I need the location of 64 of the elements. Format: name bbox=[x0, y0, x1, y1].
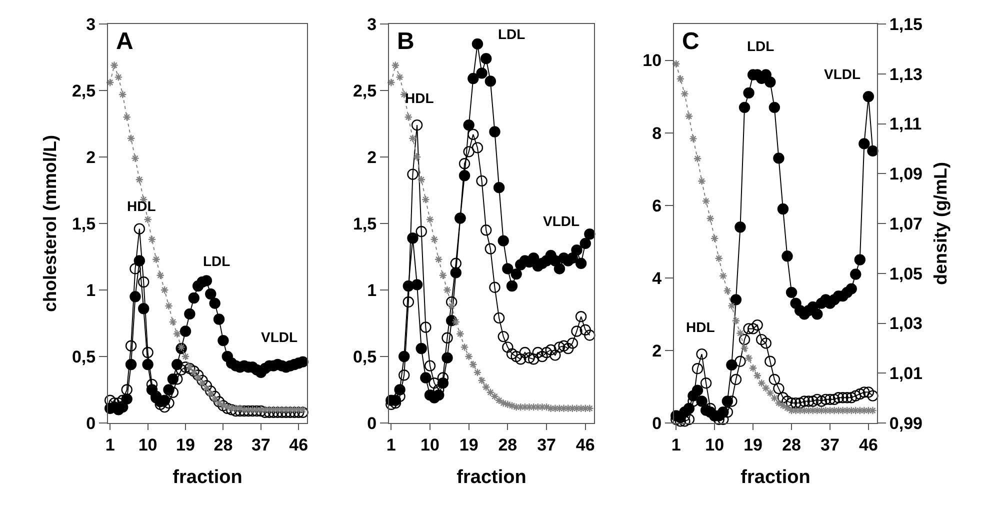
y2-tick-label: 1,07 bbox=[889, 214, 922, 234]
y-tick-label: 2 bbox=[86, 148, 96, 167]
y2-axis-title: density (g/mL) bbox=[930, 162, 951, 286]
annotation: HDL bbox=[686, 319, 716, 335]
y-tick-label: 1,5 bbox=[72, 214, 96, 234]
annotation: B bbox=[397, 28, 414, 55]
x-tick-label: 37 bbox=[537, 435, 556, 454]
y-tick-label: 1,5 bbox=[352, 214, 377, 234]
annotation: VLDL bbox=[824, 66, 861, 82]
annotation: VLDL bbox=[543, 213, 580, 229]
x-tick-label: 46 bbox=[289, 435, 308, 454]
annotation: HDL bbox=[405, 90, 434, 106]
y2-tick-label: 1,15 bbox=[889, 14, 922, 34]
y2-tick-label: 1,03 bbox=[889, 314, 922, 334]
y-axis-title: cholesterol (mmol/L) bbox=[40, 134, 60, 312]
y2-tick-label: 1,09 bbox=[889, 164, 922, 184]
y2-tick-label: 1,01 bbox=[889, 364, 922, 384]
x-tick-label: 28 bbox=[782, 435, 801, 454]
y-tick-label: 0,5 bbox=[72, 347, 96, 366]
y-tick-label: 2 bbox=[652, 341, 662, 360]
annotation: HDL bbox=[127, 198, 156, 214]
annotation: A bbox=[116, 28, 134, 55]
x-axis-title: fraction bbox=[456, 467, 526, 488]
x-tick-label: 19 bbox=[744, 435, 763, 454]
x-tick-label: 28 bbox=[498, 435, 518, 454]
y-tick-label: 6 bbox=[652, 196, 662, 216]
x-tick-label: 19 bbox=[176, 435, 195, 454]
y-tick-label: 2,5 bbox=[352, 81, 377, 100]
y-tick-label: 0 bbox=[86, 414, 96, 433]
y-tick-label: 0 bbox=[367, 414, 377, 433]
x-tick-label: 19 bbox=[459, 435, 478, 454]
y-tick-label: 10 bbox=[642, 51, 662, 70]
y2-tick-label: 1,05 bbox=[889, 264, 922, 284]
x-tick-label: 1 bbox=[671, 435, 681, 454]
y-tick-label: 2,5 bbox=[72, 81, 96, 100]
y2-tick-label: 1,11 bbox=[889, 114, 922, 134]
x-tick-label: 28 bbox=[214, 435, 233, 454]
x-tick-label: 37 bbox=[251, 435, 270, 454]
annotation: C bbox=[682, 28, 700, 55]
x-tick-label: 1 bbox=[105, 435, 115, 454]
annotation: VLDL bbox=[261, 329, 298, 345]
x-tick-label: 10 bbox=[705, 435, 724, 454]
x-tick-label: 46 bbox=[576, 435, 595, 454]
y-tick-label: 2 bbox=[367, 148, 377, 167]
y-tick-label: 1 bbox=[86, 280, 96, 300]
annotation: LDL bbox=[203, 253, 231, 269]
x-tick-label: 1 bbox=[386, 435, 396, 454]
x-tick-label: 10 bbox=[138, 435, 158, 454]
x-tick-label: 10 bbox=[420, 435, 440, 454]
annotation: LDL bbox=[498, 26, 526, 42]
y2-tick-label: 0,99 bbox=[889, 414, 922, 433]
y-tick-label: 0 bbox=[652, 414, 662, 433]
y-tick-label: 3 bbox=[367, 14, 377, 34]
y-tick-label: 8 bbox=[652, 124, 662, 143]
y-tick-label: 4 bbox=[652, 268, 662, 288]
x-tick-label: 37 bbox=[820, 435, 840, 454]
x-axis-title: fraction bbox=[172, 467, 242, 488]
y2-tick-label: 1,13 bbox=[889, 64, 922, 84]
y-tick-label: 1 bbox=[367, 280, 377, 300]
y-tick-label: 0,5 bbox=[352, 347, 377, 366]
annotation: LDL bbox=[747, 38, 775, 54]
y-tick-label: 3 bbox=[86, 14, 96, 34]
x-tick-label: 46 bbox=[858, 435, 878, 454]
x-axis-title: fraction bbox=[740, 467, 810, 488]
